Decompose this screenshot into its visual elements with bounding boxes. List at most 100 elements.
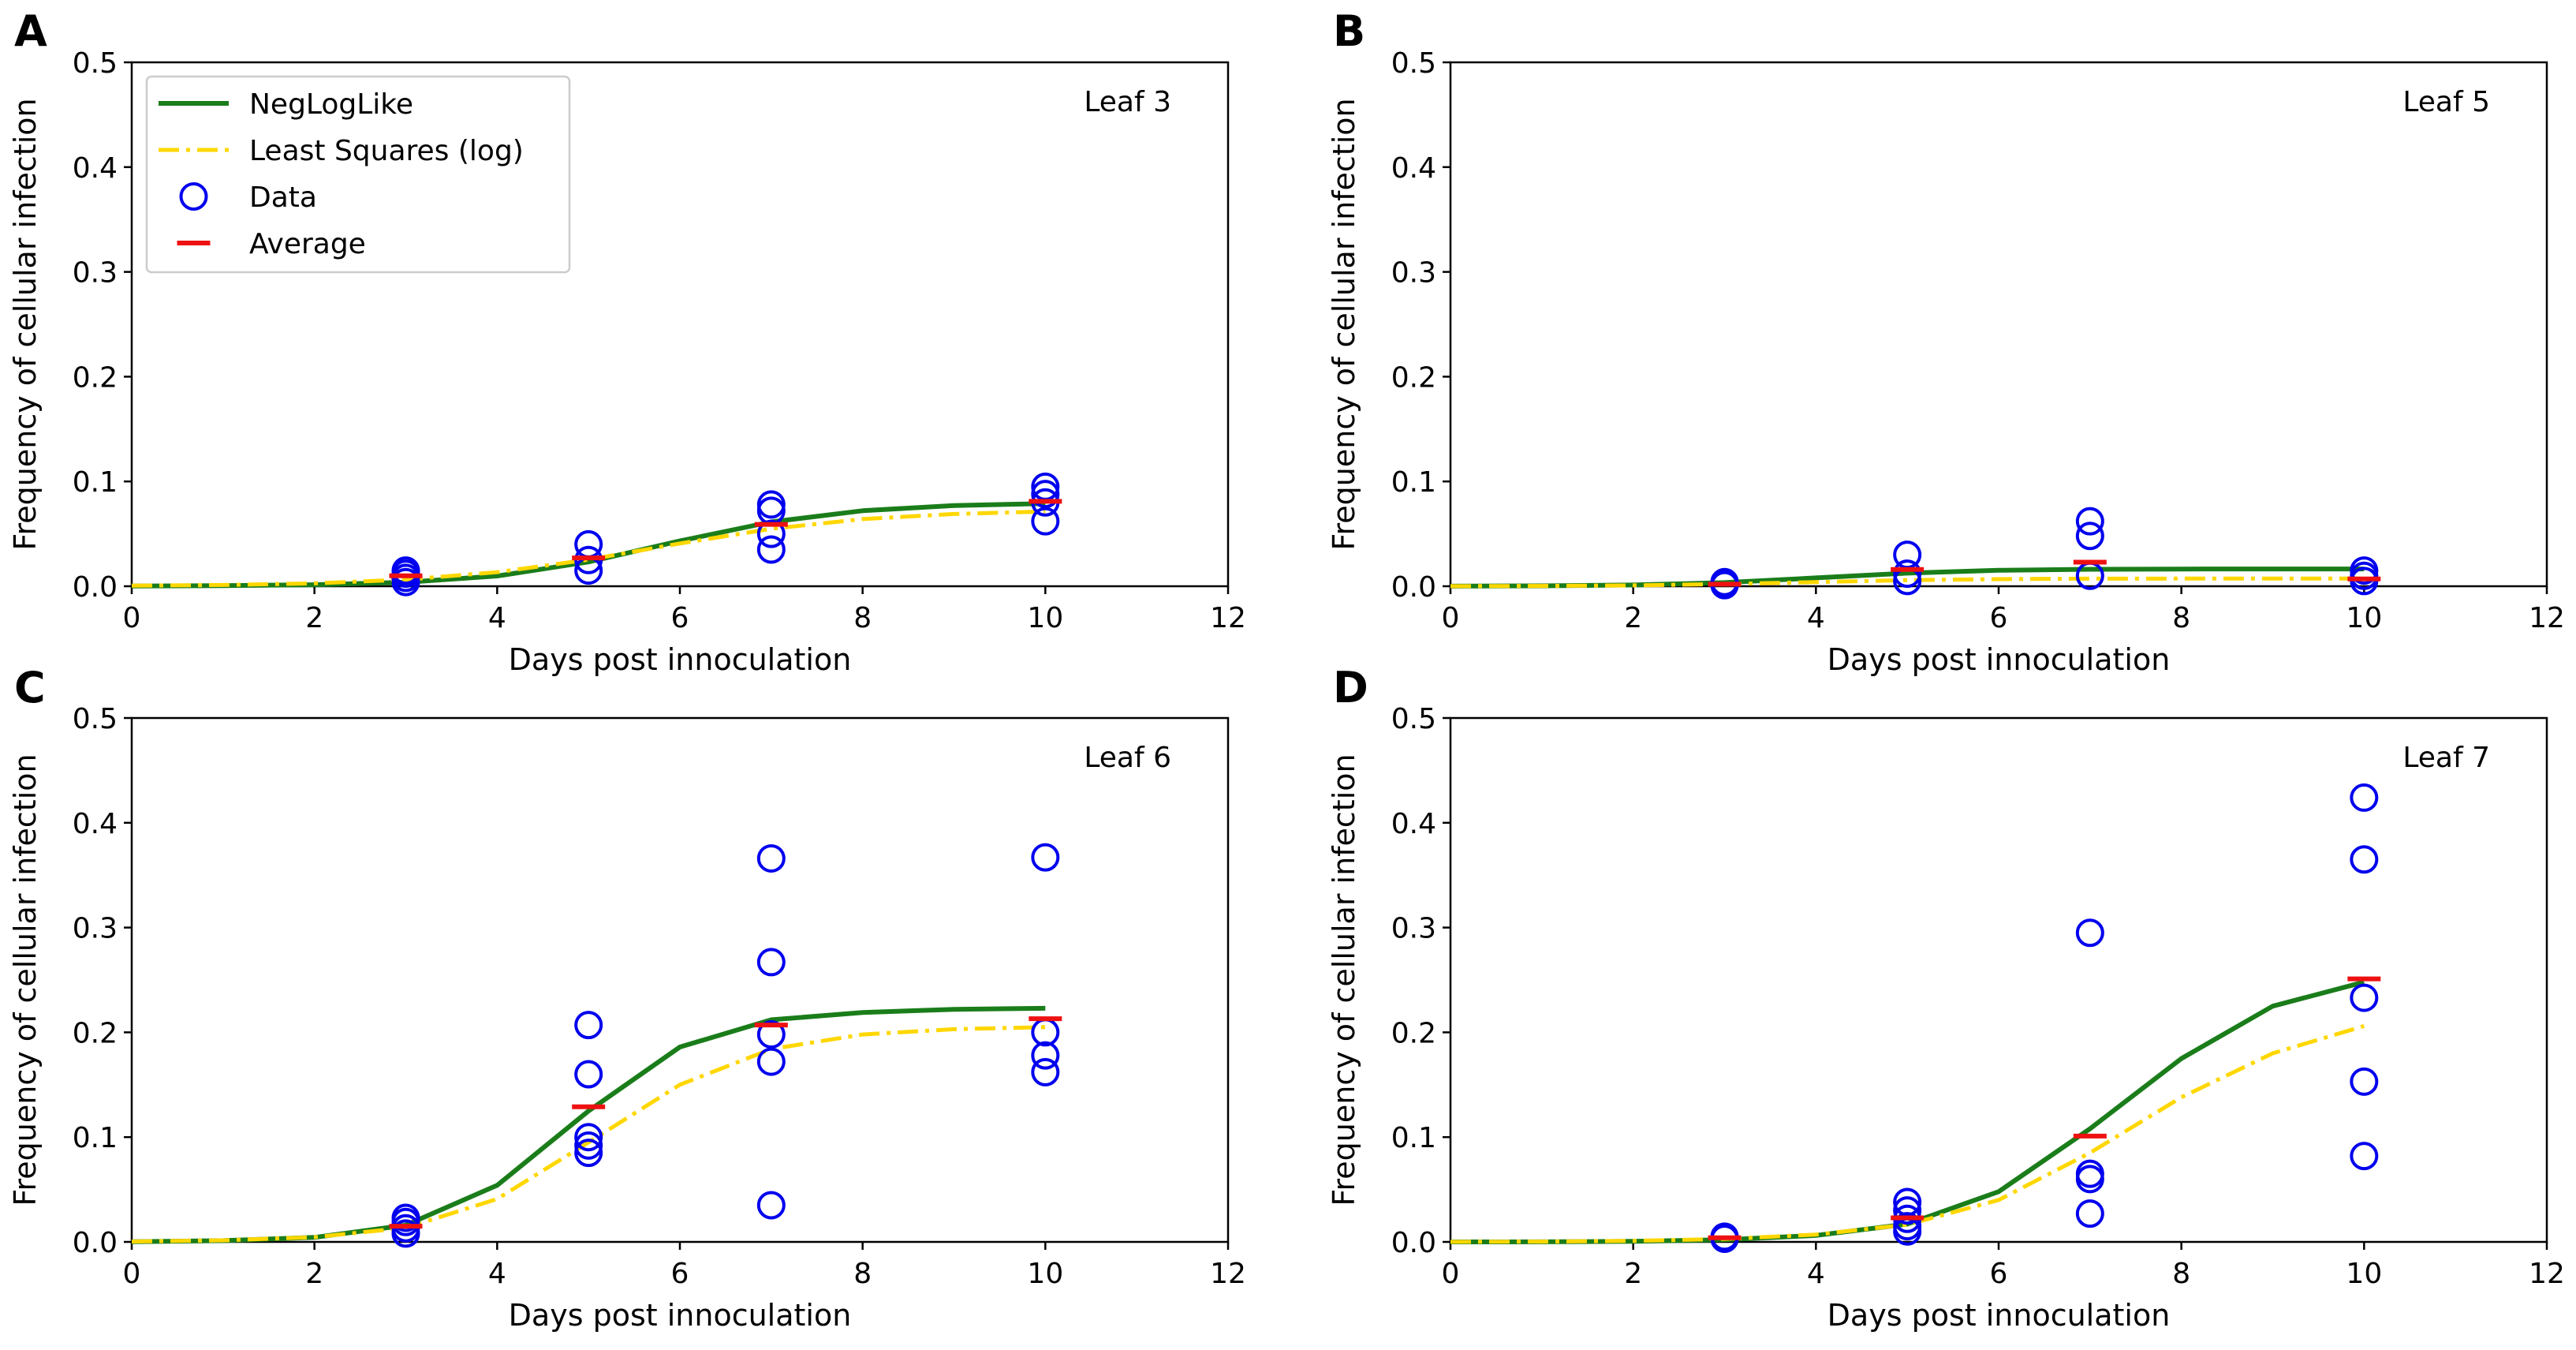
x-tick-label: 10 [2346, 602, 2382, 634]
least-squares-log-fit-line [131, 509, 1046, 588]
leaf-annotation: Leaf 3 [1084, 86, 1171, 118]
data-point [1031, 1041, 1060, 1070]
data-point [1031, 1057, 1060, 1086]
x-tick-label: 10 [1027, 602, 1063, 634]
legend-label: Data [249, 181, 317, 214]
neg-log-like-fit-line [1450, 979, 2365, 1244]
x-tick-label: 8 [2172, 1258, 2190, 1290]
x-axis-label: Days post innoculation [1827, 642, 2171, 677]
x-tick-label: 6 [1990, 602, 2008, 634]
x-tick-label: 0 [123, 602, 141, 634]
data-point [2350, 983, 2379, 1012]
data-point [756, 843, 786, 873]
data-point [391, 567, 420, 596]
data-point [1031, 507, 1060, 536]
plot-a: 0 2 4 6 8 10 12 0.0 0.1 0.2 0.3 0.4 0.5 Days post inn… [8, 47, 1246, 677]
legend-label: Average [249, 228, 366, 260]
y-tick-label: 0.3 [1391, 913, 1436, 945]
axes-frame [130, 716, 1230, 1243]
neg-log-like-fit-line [131, 501, 1046, 589]
x-tick-label: 12 [1210, 602, 1246, 634]
plot-c: 0 2 4 6 8 10 12 0.0 0.1 0.2 0.3 0.4 0.5 Days post inn… [8, 703, 1246, 1333]
y-tick-label: 0.2 [73, 361, 118, 394]
y-tick-label: 0.5 [73, 703, 118, 735]
x-tick-label: 4 [1807, 602, 1825, 634]
x-tick-label: 0 [123, 1258, 141, 1290]
y-axis-label: Frequency of cellular infection [1327, 754, 1361, 1206]
y-tick-label: 0.1 [1391, 466, 1436, 499]
data-point [2075, 507, 2104, 536]
x-tick-label: 0 [1442, 602, 1460, 634]
legend-label: Least Squares (log) [249, 135, 524, 167]
data-point [2075, 918, 2104, 948]
x-tick-label: 12 [2529, 1258, 2565, 1290]
x-tick-label: 12 [2529, 602, 2565, 634]
y-tick-label: 0.3 [73, 257, 118, 290]
y-tick-label: 0.5 [1391, 47, 1436, 80]
panel-A: A 0 2 4 6 8 10 12 0.0 0.1 0.2 0.3 0.4 0.5 Days post i… [8, 6, 1246, 677]
leaf-annotation: Leaf 6 [1084, 742, 1171, 774]
neg-log-like-fit-line [1450, 567, 2365, 589]
x-axis-label: Days post innoculation [509, 642, 852, 677]
y-tick-label: 0.1 [73, 466, 118, 499]
y-tick-label: 0.0 [1391, 571, 1436, 604]
data-point [574, 1131, 603, 1160]
data-point [756, 1047, 786, 1076]
panel-D: D 0 2 4 6 8 10 12 0.0 0.1 0.2 0.3 0.4 0.5 Days post i… [1327, 663, 2565, 1333]
leaf-annotation: Leaf 5 [2402, 86, 2490, 118]
axes-frame [1449, 61, 2548, 588]
x-tick-label: 8 [853, 602, 872, 634]
x-tick-label: 2 [305, 602, 323, 634]
plot-b: 0 2 4 6 8 10 12 0.0 0.1 0.2 0.3 0.4 0.5 Days post inn… [1327, 47, 2565, 677]
data-point [756, 490, 786, 519]
panel-letter-d: D [1333, 663, 1368, 712]
y-tick-label: 0.5 [73, 47, 118, 80]
x-axis-label: Days post innoculation [509, 1298, 852, 1333]
y-tick-label: 0.5 [1391, 703, 1436, 735]
x-tick-label: 4 [488, 1258, 506, 1290]
y-tick-label: 0.4 [73, 152, 118, 185]
x-tick-label: 2 [305, 1258, 323, 1290]
y-tick-label: 0.0 [73, 571, 118, 604]
x-tick-label: 8 [853, 1258, 872, 1290]
y-axis-label: Frequency of cellular infection [1327, 98, 1361, 550]
y-axis-label: Frequency of cellular infection [8, 754, 43, 1206]
panel-letter-b: B [1333, 6, 1365, 56]
data-point [2350, 1142, 2379, 1171]
x-tick-label: 8 [2172, 602, 2190, 634]
neg-log-like-fit-line [131, 1005, 1046, 1244]
least-squares-log-fit-line [1450, 1024, 2365, 1244]
axes-frame [1449, 716, 2548, 1243]
plot-d: 0 2 4 6 8 10 12 0.0 0.1 0.2 0.3 0.4 0.5 Days post inn… [1327, 703, 2565, 1333]
panel-C: C 0 2 4 6 8 10 12 0.0 0.1 0.2 0.3 0.4 0.5 Days post i… [8, 663, 1246, 1333]
y-tick-label: 0.4 [1391, 808, 1436, 840]
legend: NegLogLike Least Squares (log) Data Average [145, 75, 571, 274]
panel-letter-c: C [14, 663, 46, 712]
data-point [2075, 1165, 2104, 1194]
legend-label: NegLogLike [249, 88, 413, 121]
x-tick-label: 6 [671, 1258, 689, 1290]
x-tick-label: 2 [1624, 1258, 1642, 1290]
x-tick-label: 10 [2346, 1258, 2382, 1290]
data-point [574, 1011, 603, 1040]
y-tick-label: 0.4 [73, 808, 118, 840]
x-tick-label: 2 [1624, 602, 1642, 634]
data-point [2350, 845, 2379, 874]
y-tick-label: 0.2 [1391, 361, 1436, 394]
data-point [2075, 522, 2104, 551]
data-point [756, 1191, 786, 1220]
y-tick-label: 0.4 [1391, 152, 1436, 185]
data-point [2350, 1067, 2379, 1096]
data-point [1031, 480, 1060, 509]
x-tick-label: 12 [1210, 1258, 1246, 1290]
legend-box [145, 75, 571, 274]
data-point [756, 948, 786, 977]
data-point [1031, 843, 1060, 872]
x-tick-label: 6 [1990, 1258, 2008, 1290]
y-tick-label: 0.3 [1391, 257, 1436, 290]
y-tick-label: 0.2 [1391, 1017, 1436, 1049]
data-point [1893, 559, 1922, 589]
y-tick-label: 0.1 [1391, 1122, 1436, 1154]
data-point [574, 1123, 603, 1152]
